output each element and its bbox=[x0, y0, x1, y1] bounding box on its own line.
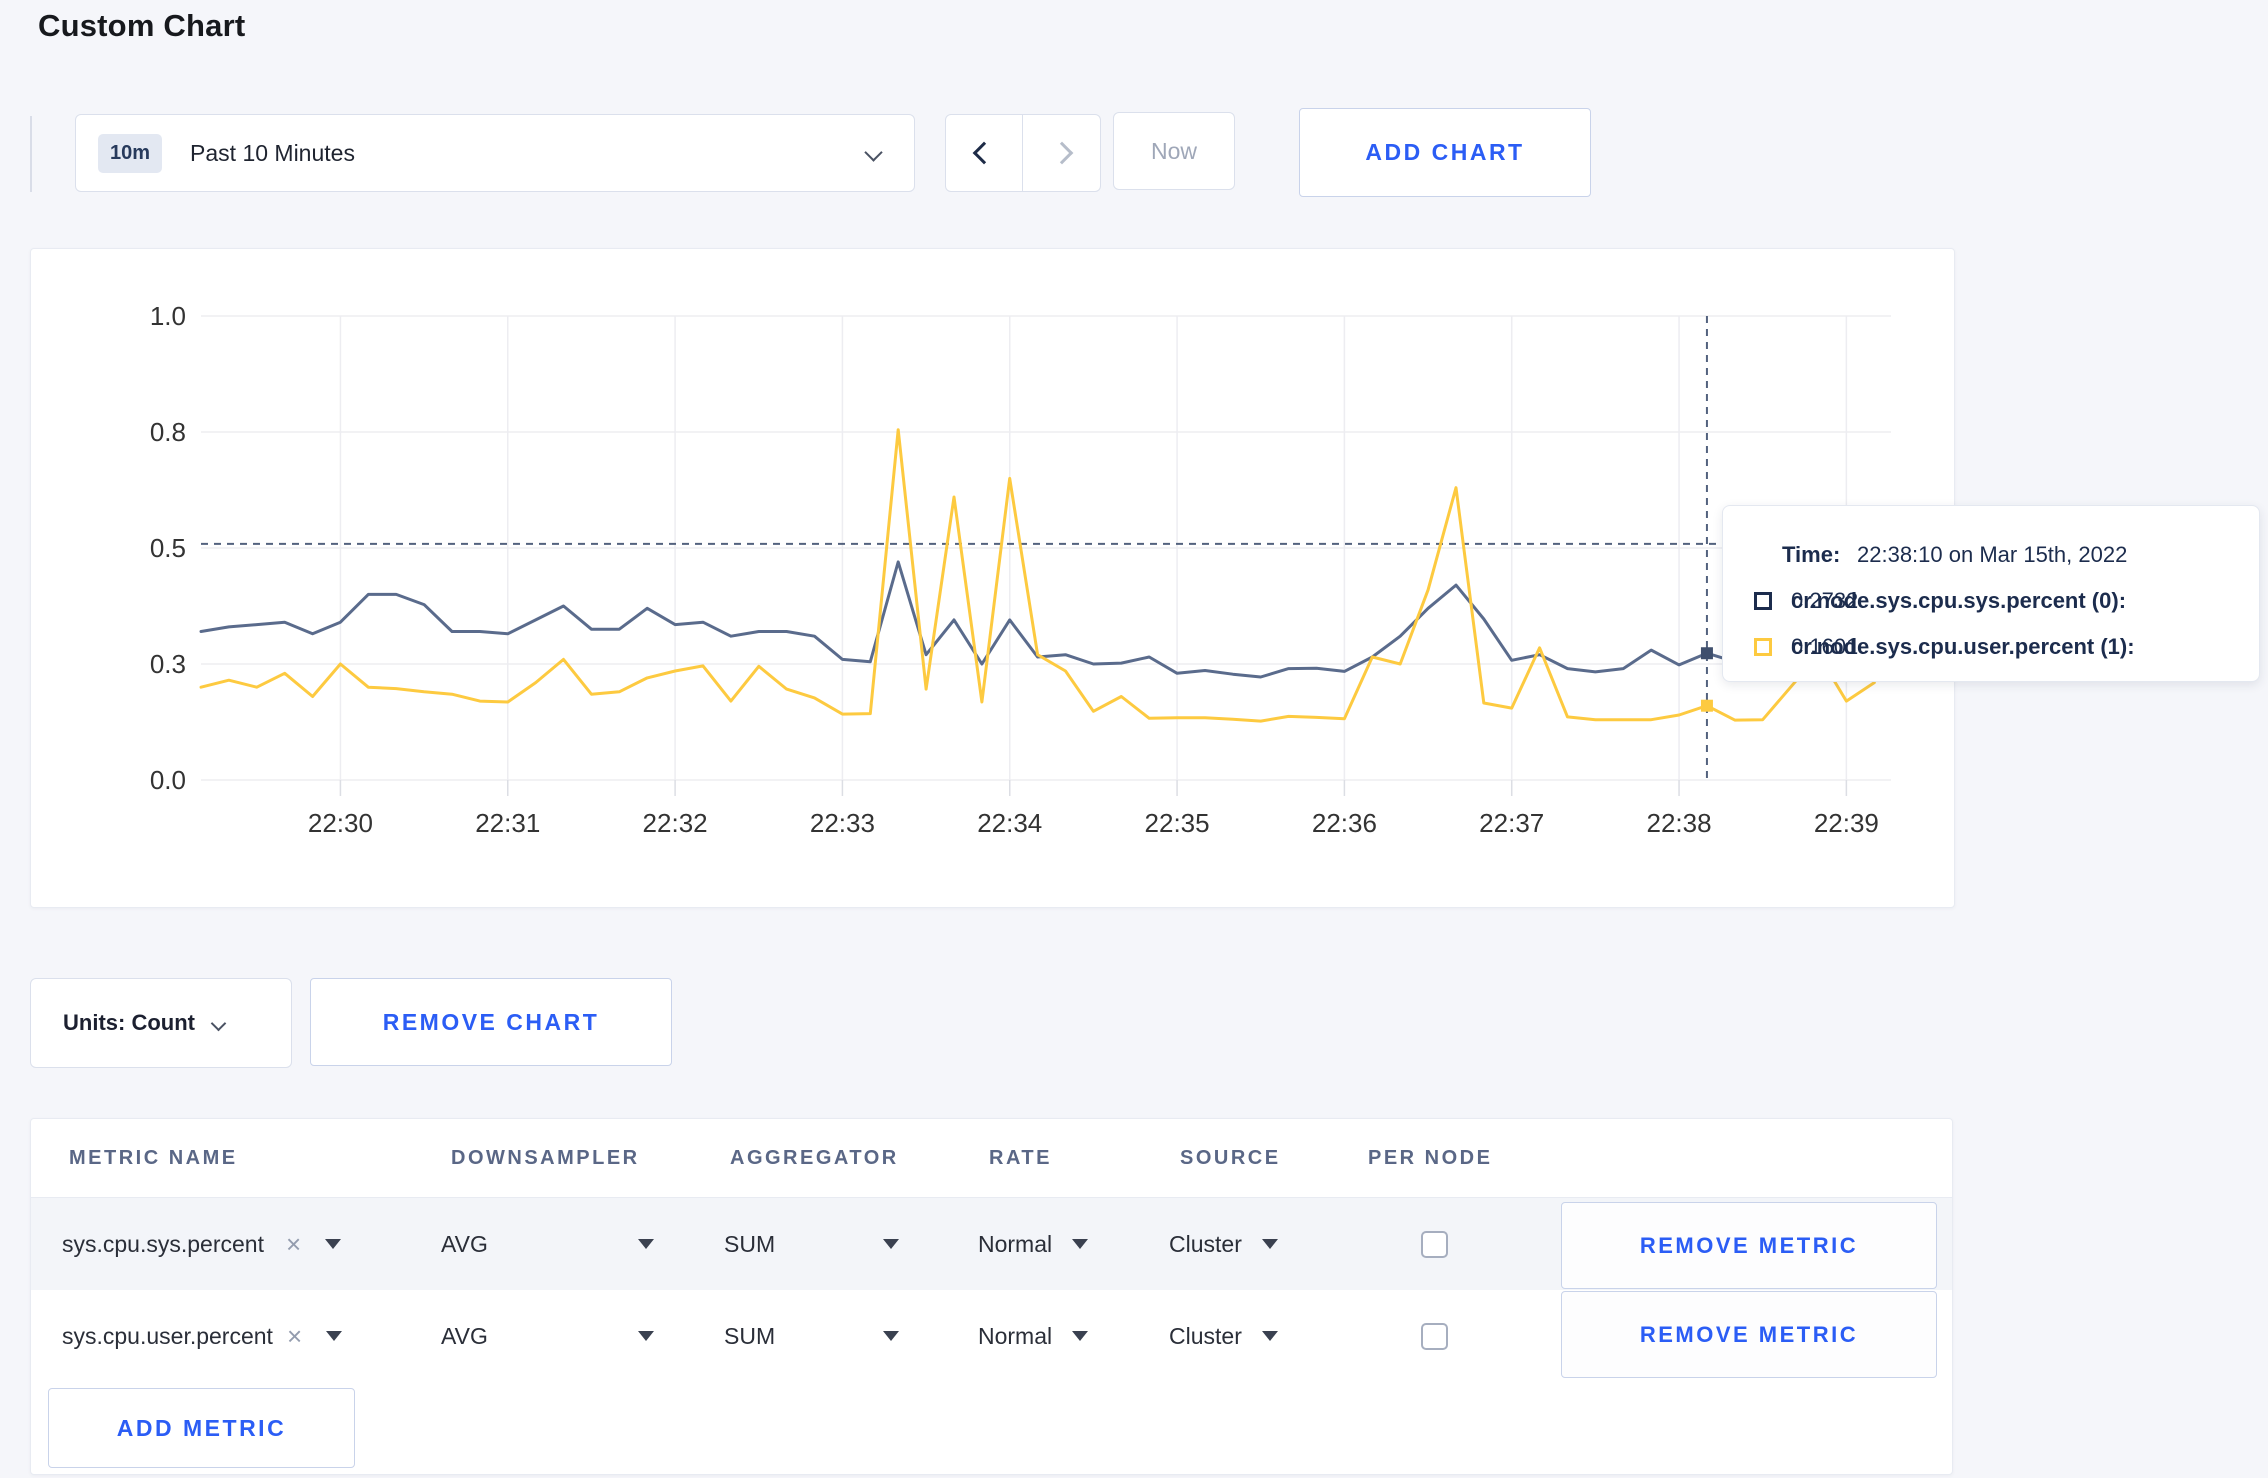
rate-value: Normal bbox=[978, 1322, 1053, 1349]
aggregator-value: SUM bbox=[724, 1322, 776, 1349]
caret-down-icon bbox=[1072, 1331, 1089, 1341]
x-axis-tick-label: 22:37 bbox=[1479, 808, 1544, 838]
remove-metric-button[interactable]: REMOVE METRIC bbox=[1561, 1291, 1937, 1378]
aggregator-select[interactable]: SUM bbox=[724, 1290, 900, 1382]
y-axis-tick-label: 0.5 bbox=[150, 533, 186, 563]
clear-metric-icon[interactable]: × bbox=[285, 1229, 302, 1259]
caret-down-icon bbox=[1261, 1239, 1278, 1249]
metric-name-dropdown[interactable]: sys.cpu.user.percent × bbox=[62, 1290, 343, 1382]
time-nav-group bbox=[945, 114, 1101, 192]
user-series-swatch-icon bbox=[1754, 638, 1772, 656]
source-value: Cluster bbox=[1169, 1322, 1242, 1349]
rate-select[interactable]: Normal bbox=[978, 1198, 1089, 1290]
chevron-left-icon bbox=[972, 141, 996, 165]
column-header-aggregator: AGGREGATOR bbox=[730, 1147, 899, 1169]
tooltip-series-row: cr.node.sys.cpu.user.percent (1): 0.1601 bbox=[1723, 624, 2259, 670]
tooltip-series-row: cr.node.sys.cpu.sys.percent (0): 0.2732 bbox=[1723, 578, 2259, 624]
time-range-label: Past 10 Minutes bbox=[190, 139, 355, 166]
chevron-right-icon bbox=[1050, 141, 1073, 165]
chart-card: 0.0 0.3 0.5 0.8 1.0 22:30 22:31 22:32 22:33 22:34… bbox=[30, 248, 1955, 908]
source-select[interactable]: Cluster bbox=[1169, 1198, 1278, 1290]
y-axis-tick-label: 1.0 bbox=[150, 301, 186, 331]
x-axis-tick-label: 22:30 bbox=[308, 808, 373, 838]
aggregator-select[interactable]: SUM bbox=[724, 1198, 900, 1290]
source-value: Cluster bbox=[1169, 1230, 1242, 1257]
metric-name-value: sys.cpu.sys.percent bbox=[62, 1230, 264, 1257]
column-header-source: SOURCE bbox=[1180, 1147, 1281, 1169]
rate-select[interactable]: Normal bbox=[978, 1290, 1089, 1382]
table-divider bbox=[31, 1197, 1952, 1198]
x-axis-tick-label: 22:31 bbox=[475, 808, 540, 838]
chevron-down-icon bbox=[864, 143, 883, 162]
y-axis-tick-label: 0.8 bbox=[150, 417, 186, 447]
remove-chart-button[interactable]: REMOVE CHART bbox=[310, 978, 672, 1066]
user-percent-series-line bbox=[199, 428, 1876, 723]
add-chart-button[interactable]: ADD CHART bbox=[1299, 108, 1591, 197]
time-prev-button[interactable] bbox=[946, 115, 1023, 191]
aggregator-value: SUM bbox=[724, 1230, 776, 1257]
x-axis-tick-label: 22:32 bbox=[643, 808, 708, 838]
per-node-checkbox[interactable] bbox=[1421, 1322, 1448, 1350]
highlight-point-marker bbox=[1700, 647, 1713, 660]
tooltip-time-row: Time: 22:38:10 on Mar 15th, 2022 bbox=[1723, 532, 2259, 578]
clear-metric-icon[interactable]: × bbox=[286, 1321, 303, 1351]
rate-value: Normal bbox=[978, 1230, 1053, 1257]
per-node-cell bbox=[1421, 1290, 1448, 1382]
column-header-metric-name: METRIC NAME bbox=[69, 1147, 238, 1169]
chevron-down-icon bbox=[210, 1015, 227, 1031]
column-header-per-node: PER NODE bbox=[1368, 1147, 1493, 1169]
x-axis-tick-label: 22:36 bbox=[1312, 808, 1377, 838]
x-axis-tick-label: 22:38 bbox=[1647, 808, 1712, 838]
caret-down-icon bbox=[1072, 1239, 1089, 1249]
caret-down-icon bbox=[325, 1239, 342, 1249]
units-dropdown[interactable]: Units: Count bbox=[30, 978, 292, 1068]
chart-tooltip: Time: 22:38:10 on Mar 15th, 2022 cr.node… bbox=[1722, 505, 2260, 682]
time-range-badge: 10m bbox=[98, 133, 163, 173]
downsampler-value: AVG bbox=[441, 1230, 488, 1257]
custom-chart-plot[interactable]: 0.0 0.3 0.5 0.8 1.0 22:30 22:31 22:32 22:33 22:34… bbox=[31, 249, 1956, 909]
toolbar-divider bbox=[30, 116, 32, 192]
sys-series-swatch-icon bbox=[1754, 592, 1772, 610]
column-header-rate: RATE bbox=[989, 1147, 1052, 1169]
tooltip-time-label: Time: bbox=[1782, 542, 1841, 567]
add-metric-button[interactable]: ADD METRIC bbox=[48, 1388, 355, 1468]
x-axis-tick-label: 22:39 bbox=[1814, 808, 1879, 838]
x-axis-tick-label: 22:34 bbox=[977, 808, 1042, 838]
caret-down-icon bbox=[326, 1331, 343, 1341]
caret-down-icon bbox=[883, 1331, 900, 1341]
tooltip-series-value: 0.2732 bbox=[1791, 588, 1859, 613]
now-button[interactable]: Now bbox=[1113, 112, 1235, 190]
remove-metric-button[interactable]: REMOVE METRIC bbox=[1561, 1202, 1937, 1289]
source-select[interactable]: Cluster bbox=[1169, 1290, 1278, 1382]
caret-down-icon bbox=[637, 1239, 654, 1249]
caret-down-icon bbox=[1261, 1331, 1278, 1341]
x-axis-tick-label: 22:33 bbox=[810, 808, 875, 838]
per-node-checkbox[interactable] bbox=[1421, 1230, 1448, 1258]
y-axis-tick-label: 0.3 bbox=[150, 649, 186, 679]
metric-name-value: sys.cpu.user.percent bbox=[62, 1322, 273, 1349]
time-range-dropdown[interactable]: 10m Past 10 Minutes bbox=[75, 114, 915, 192]
caret-down-icon bbox=[637, 1331, 654, 1341]
tooltip-series-name: cr.node.sys.cpu.user.percent (1): bbox=[1791, 634, 2135, 659]
downsampler-value: AVG bbox=[441, 1322, 488, 1349]
highlight-point-marker bbox=[1700, 699, 1713, 712]
metrics-table: METRIC NAME DOWNSAMPLER AGGREGATOR RATE … bbox=[30, 1118, 1953, 1475]
x-axis-tick-label: 22:35 bbox=[1145, 808, 1210, 838]
y-axis-tick-label: 0.0 bbox=[150, 765, 186, 795]
page-title: Custom Chart bbox=[38, 8, 246, 43]
downsampler-select[interactable]: AVG bbox=[441, 1290, 654, 1382]
time-next-button[interactable] bbox=[1023, 115, 1100, 191]
units-label: Units: Count bbox=[63, 1010, 195, 1035]
tooltip-time-value: 22:38:10 on Mar 15th, 2022 bbox=[1857, 542, 2128, 567]
per-node-cell bbox=[1421, 1198, 1448, 1290]
sys-percent-series-line bbox=[199, 560, 1876, 679]
metric-name-dropdown[interactable]: sys.cpu.sys.percent × bbox=[62, 1198, 342, 1290]
downsampler-select[interactable]: AVG bbox=[441, 1198, 654, 1290]
tooltip-series-value: 0.1601 bbox=[1791, 634, 1859, 659]
caret-down-icon bbox=[883, 1239, 900, 1249]
tooltip-series-name: cr.node.sys.cpu.sys.percent (0): bbox=[1791, 588, 2127, 613]
column-header-downsampler: DOWNSAMPLER bbox=[451, 1147, 640, 1169]
